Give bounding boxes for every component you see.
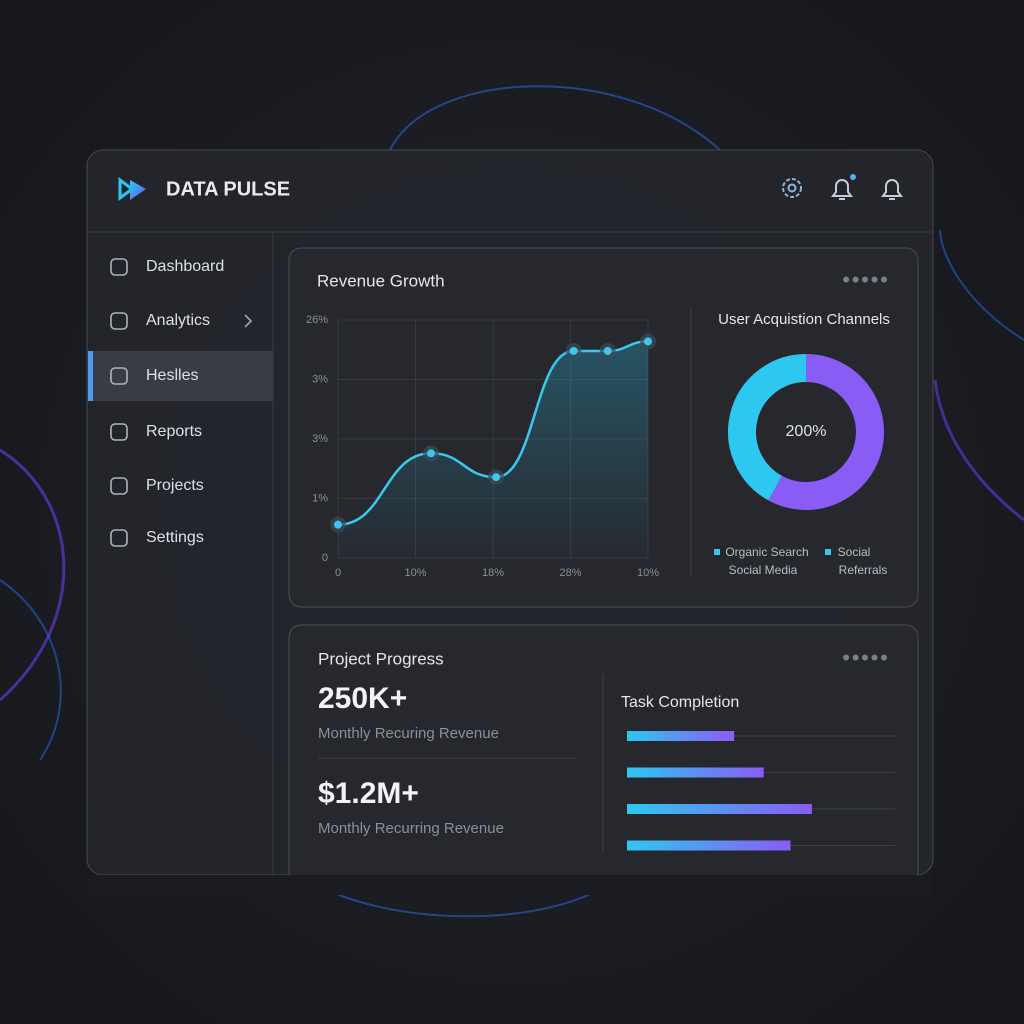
more-menu[interactable]: ●●●●●	[842, 649, 889, 665]
y-tick-label: 3%	[312, 433, 328, 445]
y-tick-label: 26%	[306, 314, 328, 326]
x-tick-label: 10%	[637, 567, 659, 579]
brand: DATA PULSE	[166, 178, 290, 200]
settings-icon	[787, 183, 797, 193]
legend-swatch	[825, 549, 831, 555]
nav-icon	[110, 258, 128, 276]
y-tick-label: 1%	[312, 492, 328, 504]
nav-icon	[110, 529, 128, 547]
logo	[130, 180, 146, 200]
nav-icon	[110, 367, 128, 385]
x-tick-label: 28%	[559, 567, 581, 579]
bar	[627, 731, 735, 741]
donut-center-label: 200%	[786, 423, 827, 440]
legend-swatch	[714, 549, 720, 555]
nav-label[interactable]: Reports	[146, 423, 202, 440]
legend-label: Social	[838, 545, 871, 559]
point	[427, 449, 435, 458]
point	[492, 473, 501, 482]
y-tick-label: 3%	[312, 373, 328, 385]
legend-label: Organic Search	[725, 545, 808, 559]
point	[334, 520, 342, 529]
nav-active-bar	[88, 351, 93, 401]
legend-label: Referrals	[839, 563, 888, 577]
bar	[627, 767, 764, 778]
logo	[118, 177, 135, 201]
x-tick-label: 0	[335, 567, 341, 579]
y-tick-label: 0	[322, 552, 328, 564]
nav-label[interactable]: Projects	[146, 477, 204, 494]
settings-icon[interactable]	[782, 178, 802, 198]
decor-wave	[939, 229, 1024, 341]
donut-segment	[768, 354, 884, 510]
more-menu[interactable]: ●●●●●	[842, 271, 889, 287]
donut-title: User Acquistion Channels	[718, 311, 890, 328]
sidebar: Dashboard Analytics Heslles Reports Projects…	[88, 258, 273, 547]
bar	[627, 840, 791, 851]
stat-label: Monthly Recuring Revenue	[318, 725, 499, 742]
nav-active-bg	[88, 351, 273, 401]
notification-dot	[850, 174, 856, 180]
donut-segment	[728, 354, 807, 501]
bar	[627, 804, 812, 814]
decor-wave	[0, 579, 62, 761]
nav-icon	[110, 423, 128, 441]
nav-label[interactable]: Dashboard	[146, 258, 224, 275]
stat-value: 250K+	[318, 682, 407, 715]
nav-icon	[110, 312, 128, 330]
card-title: Project Progress	[318, 649, 444, 668]
nav-icon	[110, 477, 128, 495]
decor-wave	[389, 85, 721, 151]
bell-icon[interactable]	[881, 179, 903, 200]
tasks-title: Task Completion	[621, 694, 739, 711]
area	[338, 341, 648, 558]
legend-label: Social Media	[729, 563, 798, 577]
clip	[87, 875, 933, 895]
decor-wave	[933, 379, 1024, 522]
point	[603, 346, 612, 355]
nav-label[interactable]: Analytics	[146, 312, 210, 329]
decor-wave	[0, 448, 66, 702]
nav-label[interactable]: Settings	[146, 529, 204, 546]
notification-icon[interactable]	[831, 179, 853, 200]
card-title: Revenue Growth	[317, 271, 445, 290]
chevron	[244, 314, 253, 328]
stat-label: Monthly Recurring Revenue	[318, 820, 504, 837]
point	[644, 337, 652, 346]
x-tick-label: 18%	[482, 567, 504, 579]
stat-value: $1.2M+	[318, 777, 419, 810]
point	[569, 346, 578, 355]
x-tick-label: 10%	[404, 567, 426, 579]
nav-label[interactable]: Heslles	[146, 367, 198, 384]
